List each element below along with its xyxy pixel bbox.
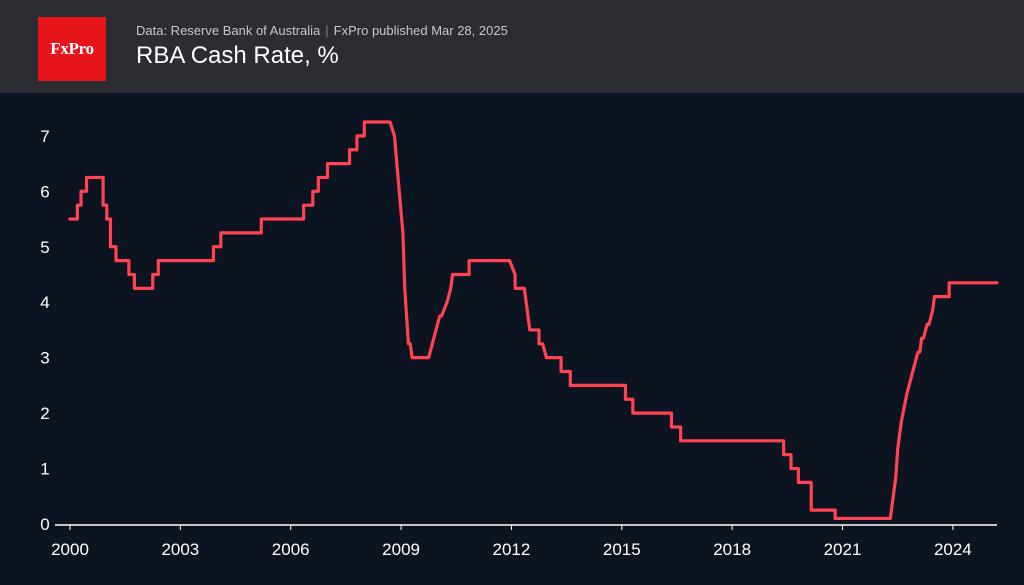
chart-area: 2000 2003 2006 2009 2012 2015 2018 2021 2024 0 1 2… [0, 93, 1024, 585]
x-tick-label: 2012 [493, 540, 531, 559]
x-tick-label: 2000 [51, 540, 89, 559]
x-tick-label: 2024 [934, 540, 972, 559]
y-tick-label: 4 [40, 293, 49, 312]
y-axis: 0 1 2 3 4 5 6 7 [40, 127, 49, 534]
series-layer [68, 120, 999, 521]
x-tick-label: 2021 [824, 540, 862, 559]
line-chart: 2000 2003 2006 2009 2012 2015 2018 2021 2024 0 1 2… [40, 120, 999, 559]
series-line-rba-cash-rate [68, 120, 999, 521]
y-tick-label: 3 [40, 349, 49, 368]
x-tick-label: 2015 [603, 540, 641, 559]
y-tick-label: 0 [40, 515, 49, 534]
logo-text: FxPro [50, 39, 94, 58]
x-tick-label: 2018 [713, 540, 751, 559]
data-source: Data: Reserve Bank of Australia [136, 23, 321, 38]
x-tick-label: 2009 [382, 540, 420, 559]
subtitle-separator: | [325, 23, 329, 38]
y-tick-label: 5 [40, 238, 49, 257]
y-tick-label: 2 [40, 404, 49, 423]
header-bar: FxPro Data: Reserve Bank of Australia | Fx… [0, 0, 1024, 93]
fxpro-logo: FxPro [38, 17, 106, 81]
publisher-note: FxPro published Mar 28, 2025 [333, 23, 508, 38]
y-tick-label: 7 [40, 127, 49, 146]
x-tick-label: 2003 [161, 540, 199, 559]
x-axis: 2000 2003 2006 2009 2012 2015 2018 2021 2024 [51, 524, 997, 559]
x-tick-label: 2006 [272, 540, 310, 559]
chart-title: RBA Cash Rate, % [136, 42, 339, 69]
chart-subtitle: Data: Reserve Bank of Australia | FxPro pu… [136, 23, 508, 38]
y-tick-label: 6 [40, 182, 49, 201]
y-tick-label: 1 [40, 460, 49, 479]
